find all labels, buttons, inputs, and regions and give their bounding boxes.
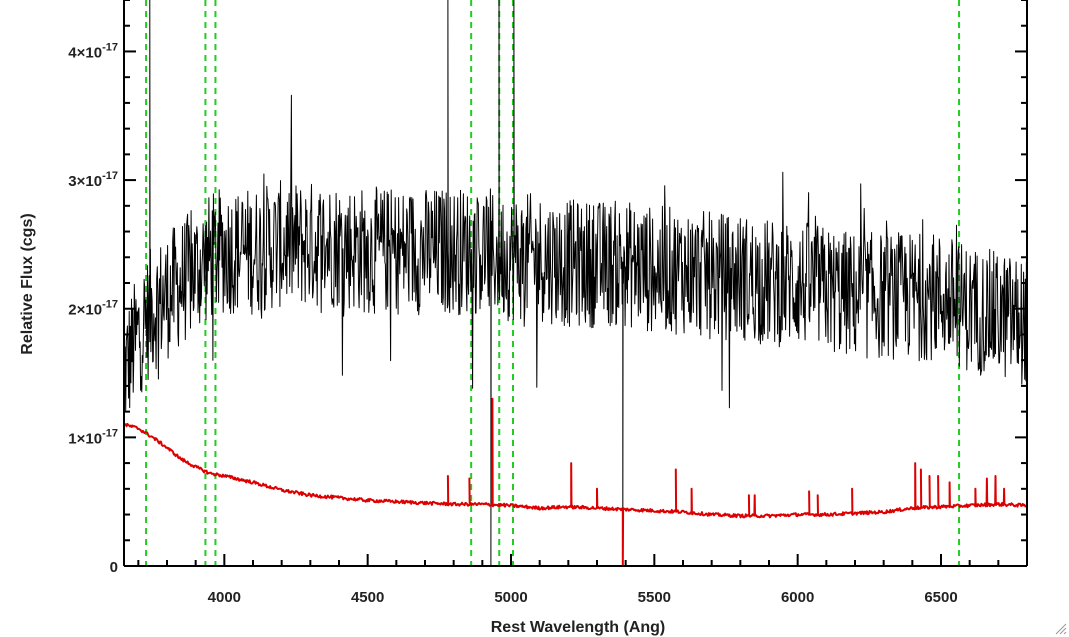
y-tick-label: 3×10-17 xyxy=(68,170,118,190)
y-axis-title: Relative Flux (cgs) xyxy=(19,213,36,354)
x-tick-label: 5500 xyxy=(638,589,671,606)
y-tick-label: 0 xyxy=(110,559,118,576)
x-tick-label: 6000 xyxy=(781,589,814,606)
y-tick-label: 2×10-17 xyxy=(68,299,118,319)
x-tick-label: 5000 xyxy=(494,589,527,606)
y-tick-label: 1×10-17 xyxy=(68,427,118,447)
x-tick-label: 6500 xyxy=(924,589,957,606)
y-tick-label: 4×10-17 xyxy=(68,41,118,61)
model-line xyxy=(124,397,1027,566)
resize-grip-icon[interactable] xyxy=(1055,623,1067,635)
spectrum-line xyxy=(124,0,1027,566)
x-tick-label: 4000 xyxy=(208,589,241,606)
tick-labels: 4000 4500 5000 5500 6000 6500 0 1×10-17 2×10-17 3… xyxy=(68,41,957,606)
tick-marks xyxy=(124,0,1028,567)
x-tick-label: 4500 xyxy=(351,589,384,606)
x-axis-title: Rest Wavelength (Ang) xyxy=(491,619,666,636)
